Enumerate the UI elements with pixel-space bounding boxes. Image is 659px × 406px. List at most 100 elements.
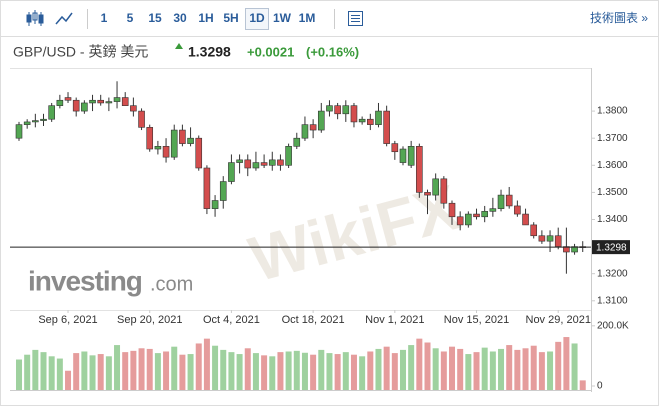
candle-body <box>105 101 113 104</box>
technical-chart-link[interactable]: 技術圖表 » <box>590 11 648 25</box>
y-tick-label: 1.3800 <box>597 106 628 117</box>
candle-body <box>154 146 162 150</box>
candle-body <box>407 146 415 166</box>
candle-body <box>219 181 227 201</box>
candle-body <box>162 146 170 158</box>
candle-body <box>563 246 570 253</box>
volume-bar <box>89 355 96 390</box>
candle-body <box>497 194 505 209</box>
volume-bar <box>514 349 521 390</box>
table-icon[interactable] <box>348 11 363 26</box>
candle-body <box>432 178 439 196</box>
volume-bar <box>375 348 382 390</box>
candle-body <box>489 208 497 212</box>
volume-bar <box>203 338 210 390</box>
interval-button[interactable]: 1M <box>299 11 316 25</box>
volume-bar <box>163 351 170 390</box>
volume-bar <box>212 345 219 390</box>
volume-bar <box>547 351 554 390</box>
candle-body <box>48 105 55 120</box>
candle-body <box>97 99 104 104</box>
volume-bar <box>293 350 300 390</box>
volume-bar <box>334 354 341 390</box>
volume-bar <box>408 345 415 390</box>
candle-body <box>514 205 521 215</box>
volume-bar <box>367 351 374 390</box>
volume-tick-label: 0 <box>597 381 603 392</box>
volume-bar <box>179 354 186 390</box>
volume-bar <box>416 338 423 390</box>
interval-button[interactable]: 5 <box>127 11 134 25</box>
candle-body <box>203 167 211 209</box>
candle-body <box>367 118 374 125</box>
candle-body <box>399 148 407 163</box>
candle-icon[interactable] <box>26 10 44 26</box>
volume-bar <box>56 358 63 390</box>
candle-body <box>130 105 137 112</box>
x-tick-label: Nov 15, 2021 <box>444 314 509 326</box>
volume-bar <box>563 337 570 390</box>
volume-bar <box>555 341 562 390</box>
volume-bar <box>16 359 22 390</box>
candle-body <box>416 146 423 193</box>
candle-body <box>89 99 96 104</box>
volume-bar <box>195 343 202 390</box>
candle-body <box>113 97 121 102</box>
volume-bar <box>236 354 243 390</box>
interval-button[interactable]: 1 <box>101 11 108 25</box>
candle-body <box>195 137 203 169</box>
volume-bar <box>73 353 80 390</box>
y-tick-label: 1.3500 <box>597 187 628 198</box>
candle-body <box>228 162 235 182</box>
interval-button[interactable]: 1W <box>273 11 292 25</box>
volume-bar <box>350 354 357 390</box>
candle-body <box>301 124 309 139</box>
volume-bar <box>97 354 104 390</box>
up-arrow <box>175 43 183 49</box>
volume-bar <box>228 352 235 390</box>
candle-body <box>81 102 88 112</box>
candle-body <box>72 99 80 112</box>
line-icon[interactable] <box>55 12 73 25</box>
candle-body <box>23 121 31 125</box>
candle-body <box>505 194 513 207</box>
volume-bar <box>122 352 129 390</box>
last-price-box <box>592 240 630 255</box>
candle-body <box>375 110 382 125</box>
last-price-label: 1.3298 <box>596 242 627 253</box>
volume-bar <box>399 349 406 390</box>
candle-body <box>350 105 358 123</box>
interval-button[interactable]: 1H <box>198 11 213 25</box>
candle-body <box>554 235 562 247</box>
x-tick-label: Oct 4, 2021 <box>203 314 260 326</box>
candle-body <box>546 235 554 242</box>
interval-button[interactable]: 1D <box>249 11 265 25</box>
volume-bar <box>465 354 472 390</box>
volume-bar <box>277 352 284 390</box>
interval-button[interactable]: 5H <box>223 11 238 25</box>
volume-bar <box>481 347 488 390</box>
volume-bar <box>440 351 447 390</box>
candle-body <box>138 110 145 128</box>
candle-body <box>571 246 578 253</box>
volume-bar <box>457 348 464 390</box>
volume-bar <box>310 354 317 390</box>
volume-bar <box>530 345 537 390</box>
volume-bar <box>449 346 456 390</box>
interval-button[interactable]: 30 <box>173 11 187 25</box>
volume-bar <box>538 352 545 390</box>
volume-bar <box>359 356 366 390</box>
volume-bar <box>244 348 251 390</box>
candle-body <box>277 159 284 166</box>
candle-body <box>481 211 488 218</box>
candle-body <box>383 110 390 144</box>
candle-body <box>146 127 154 150</box>
candle-body <box>179 129 186 144</box>
candle-body <box>268 159 276 166</box>
interval-button[interactable]: 15 <box>148 11 162 25</box>
volume-bar <box>24 354 31 390</box>
candle-body <box>40 118 47 121</box>
candle-body <box>32 120 39 123</box>
symbol-title: GBP/USD - 英鎊 美元 <box>13 44 148 60</box>
candle-body <box>358 118 366 123</box>
